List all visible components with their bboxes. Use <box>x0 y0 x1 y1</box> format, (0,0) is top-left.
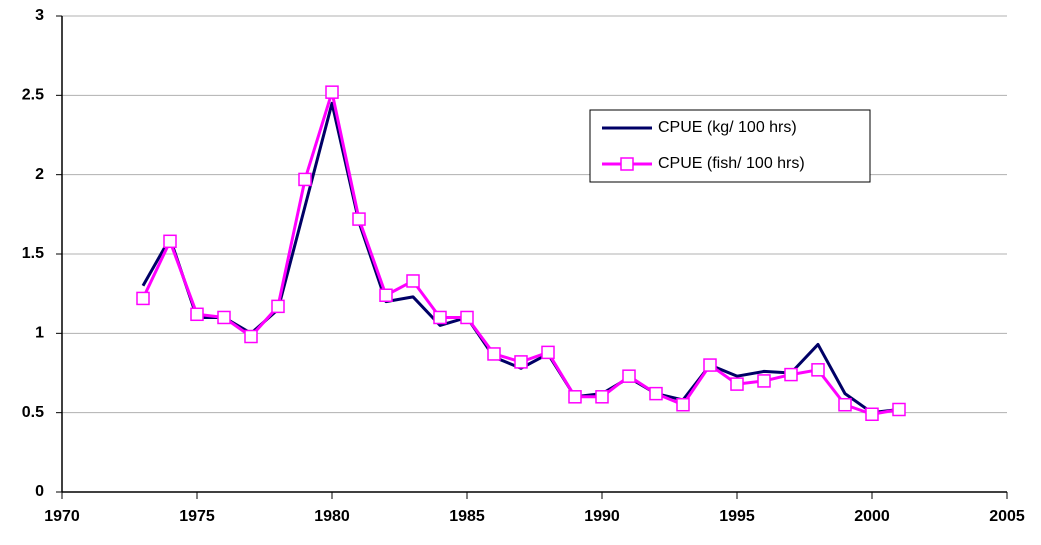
legend-box <box>589 109 871 183</box>
y-tick-label: 2.5 <box>22 87 44 104</box>
y-tick-label: 1.5 <box>22 245 44 262</box>
point-marker <box>676 397 690 412</box>
point-marker <box>514 355 528 369</box>
point-marker <box>217 310 231 325</box>
point-marker <box>406 274 420 288</box>
point-marker <box>271 299 285 314</box>
x-tick-label: 1990 <box>584 508 620 525</box>
legend-label: CPUE (fish/ 100 hrs) <box>658 155 805 172</box>
point-marker <box>784 367 798 382</box>
y-tick-label: 2 <box>35 166 44 183</box>
legend-label: CPUE (kg/ 100 hrs) <box>658 119 797 136</box>
legend-marker <box>620 157 634 171</box>
point-marker <box>892 402 906 417</box>
point-marker <box>460 310 474 325</box>
x-tick-label: 1970 <box>44 508 80 525</box>
x-tick-label: 1985 <box>449 508 485 525</box>
point-marker <box>811 363 825 377</box>
point-marker <box>703 358 717 372</box>
point-marker <box>433 310 447 325</box>
x-tick-label: 1975 <box>179 508 215 525</box>
point-marker <box>325 85 339 99</box>
x-tick-label: 2000 <box>854 508 890 525</box>
point-marker <box>568 390 582 404</box>
point-marker <box>541 345 555 360</box>
point-marker <box>352 212 366 226</box>
point-marker <box>838 397 852 412</box>
point-marker <box>487 347 501 361</box>
x-tick-label: 1980 <box>314 508 350 525</box>
y-tick-label: 0 <box>35 483 44 500</box>
x-tick-label: 1995 <box>719 508 755 525</box>
y-tick-label: 1 <box>35 325 44 342</box>
point-marker <box>190 307 204 322</box>
point-marker <box>298 172 312 187</box>
point-marker <box>379 288 393 303</box>
point-marker <box>163 234 177 249</box>
point-marker <box>730 377 744 391</box>
x-tick-label: 2005 <box>989 508 1025 525</box>
point-marker <box>595 390 609 404</box>
point-marker <box>136 291 150 306</box>
point-marker <box>757 374 771 388</box>
point-marker <box>865 407 879 422</box>
point-marker <box>622 369 636 383</box>
y-tick-label: 0.5 <box>22 404 44 421</box>
point-marker <box>649 386 663 401</box>
y-tick-label: 3 <box>35 7 44 24</box>
legend: CPUE (kg/ 100 hrs) CPUE (fish/ 100 hrs) <box>589 109 871 183</box>
point-marker <box>244 329 258 344</box>
